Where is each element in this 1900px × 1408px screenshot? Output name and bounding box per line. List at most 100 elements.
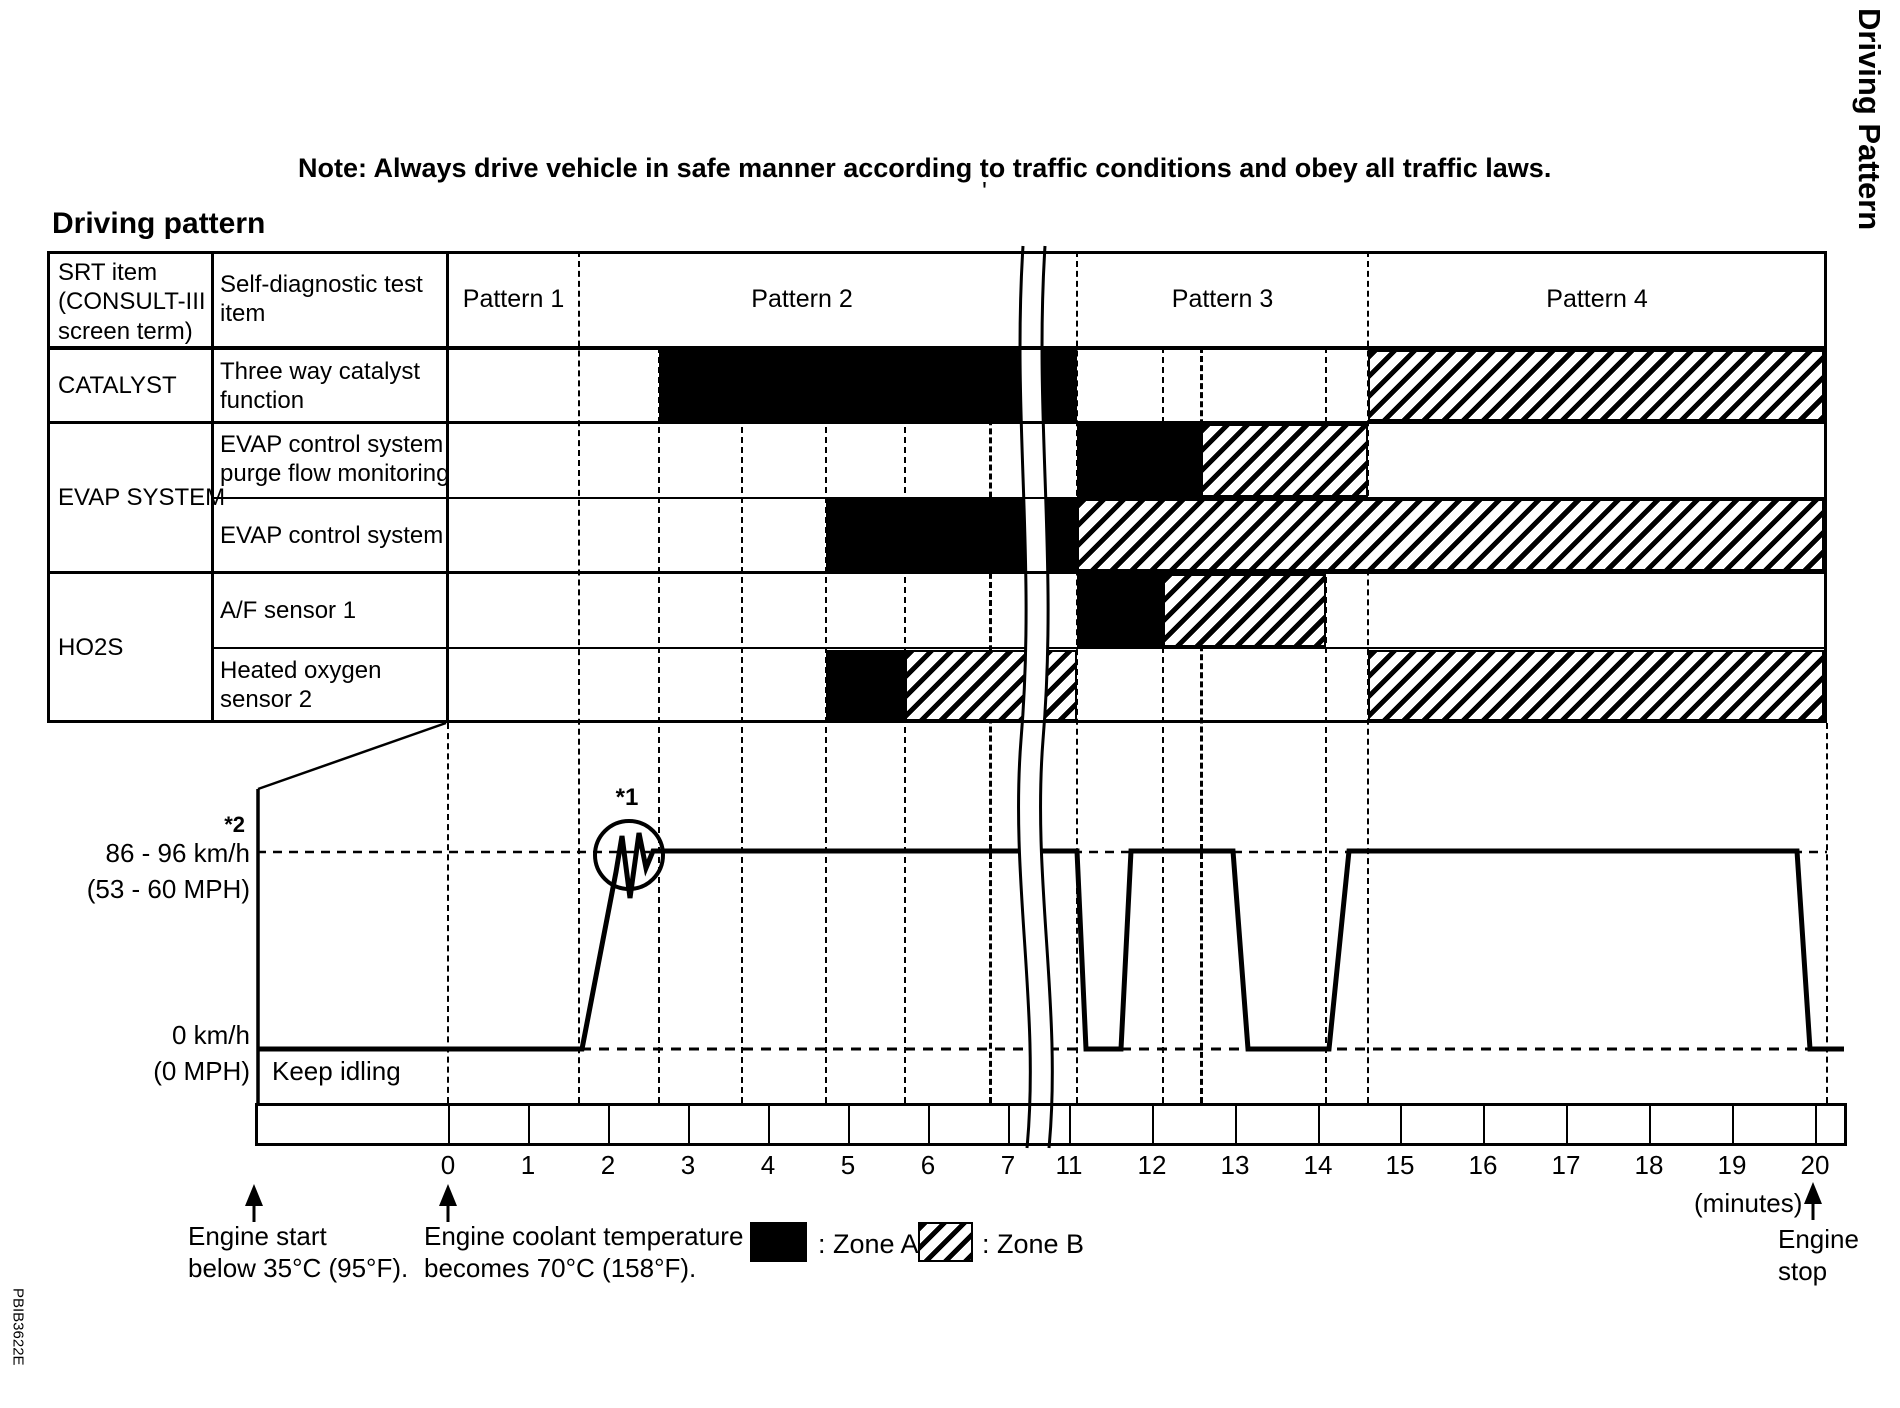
zone-b-bar <box>1077 499 1824 571</box>
doc-code: PBIB3622E <box>9 1288 27 1366</box>
zone-a-swatch <box>750 1222 807 1262</box>
vehicle-speed-trace <box>257 832 1844 1052</box>
zone-b-label: : Zone B <box>982 1229 1085 1259</box>
ruler-minute-line <box>1069 1106 1071 1143</box>
speed-high-mph-label: (53 - 60 MPH) <box>86 874 250 904</box>
row-divider-evap-sub <box>212 497 1825 499</box>
grid-dashed-line <box>825 347 827 1103</box>
table-header-divider <box>47 346 1827 350</box>
ruler-minute-line <box>1152 1106 1154 1143</box>
grid-dashed-line <box>1200 347 1203 1103</box>
axis-tick-label: 1 <box>520 1150 536 1180</box>
test-evap-control: EVAP control system <box>220 522 444 549</box>
pattern-2-header: Pattern 2 <box>751 285 853 313</box>
axis-tick-label: 19 <box>1717 1150 1747 1180</box>
axis-tick-label: 18 <box>1634 1150 1664 1180</box>
stray-mark: ' <box>982 176 987 206</box>
zone-b-bar <box>1368 350 1824 421</box>
grid-dashed-line <box>1325 347 1327 1103</box>
test-af-sensor-1: A/F sensor 1 <box>220 597 357 624</box>
zone-a-label: : Zone A <box>818 1229 919 1259</box>
engine-stop-note: Engine stop <box>1778 1224 1859 1286</box>
row-divider-catalyst-evap <box>47 421 1827 424</box>
ruler-minute-line <box>1008 1106 1010 1143</box>
axis-tick-label: 13 <box>1220 1150 1250 1180</box>
grid-dashed-line <box>1826 723 1828 1103</box>
grid-dashed-line <box>1162 347 1164 1103</box>
test-heated-o2-sensor-2: Heated oxygen sensor 2 <box>220 657 382 714</box>
axis-tick-label: 0 <box>440 1150 456 1180</box>
header-srt-item: SRT item (CONSULT-III screen term) <box>58 259 206 345</box>
table-border-top <box>47 251 1827 254</box>
speed-high-label: 86 - 96 km/h <box>105 838 250 868</box>
srt-ho2s: HO2S <box>58 634 124 661</box>
ruler-minute-line <box>848 1106 850 1143</box>
axis-tick-label: 2 <box>600 1150 616 1180</box>
srt-catalyst: CATALYST <box>58 372 177 399</box>
row-divider-evap-ho2s <box>47 571 1827 574</box>
grid-dashed-line <box>1076 251 1078 1103</box>
grid-dashed-line <box>578 251 580 1103</box>
ruler-minute-line <box>768 1106 770 1143</box>
axis-tick-label: 4 <box>760 1150 776 1180</box>
test-evap-purge: EVAP control system purge flow monitorin… <box>220 431 450 488</box>
table-border-right <box>1824 251 1827 723</box>
zone-b-bar <box>1368 650 1824 721</box>
time-ruler <box>255 1103 1847 1146</box>
grid-dashed-line <box>989 347 992 1103</box>
ruler-minute-line <box>1483 1106 1485 1143</box>
axis-tick-label: 7 <box>1000 1150 1016 1180</box>
axis-tick-label: 16 <box>1468 1150 1498 1180</box>
grid-dashed-line <box>447 723 449 1103</box>
ruler-minute-line <box>1235 1106 1237 1143</box>
axis-tick-label: 17 <box>1551 1150 1581 1180</box>
zone-b-bar <box>905 650 1077 721</box>
side-title: Driving Pattern <box>1851 8 1887 231</box>
engine-start-arrow <box>245 1184 263 1222</box>
footnote-1-marker: *1 <box>615 784 639 811</box>
speed-low-label: 0 km/h <box>171 1020 250 1050</box>
page-title: Driving pattern <box>52 207 266 240</box>
engine-stop-arrow <box>1804 1182 1822 1220</box>
grid-dashed-line <box>741 347 743 1103</box>
keep-idling-label: Keep idling <box>272 1056 401 1086</box>
axis-tick-label: 15 <box>1385 1150 1415 1180</box>
axis-tick-label: 6 <box>920 1150 936 1180</box>
pattern-4-header: Pattern 4 <box>1546 285 1648 313</box>
zone-a-bar <box>1077 424 1201 497</box>
ruler-minute-line <box>1566 1106 1568 1143</box>
ruler-minute-line <box>1815 1106 1817 1143</box>
minutes-unit-label: (minutes) <box>1694 1188 1803 1218</box>
zone-b-swatch <box>918 1222 973 1262</box>
axis-tick-label: 14 <box>1303 1150 1333 1180</box>
pattern-1-header: Pattern 1 <box>462 285 565 313</box>
axis-tick-label: 11 <box>1055 1150 1083 1180</box>
ruler-minute-line <box>1318 1106 1320 1143</box>
pattern-3-header: Pattern 3 <box>1171 285 1274 313</box>
engine-coolant-note: Engine coolant temperature becomes 70°C … <box>424 1221 744 1283</box>
table-border-left <box>47 251 50 723</box>
ruler-minute-line <box>688 1106 690 1143</box>
speed-low-mph-label: (0 MPH) <box>153 1056 250 1086</box>
row-divider-ho2s-sub <box>212 647 1825 649</box>
grid-dashed-line <box>904 347 906 1103</box>
zone-b-bar <box>1163 574 1326 647</box>
test-three-way-catalyst: Three way catalyst function <box>220 358 421 415</box>
ruler-minute-line <box>1400 1106 1402 1143</box>
speed-fluctuation-circle <box>593 819 665 891</box>
footnote-2-marker: *2 <box>224 812 245 837</box>
ruler-minute-line <box>448 1106 450 1143</box>
grid-dashed-line <box>658 347 660 1103</box>
ruler-minute-line <box>1732 1106 1734 1143</box>
axis-tick-label: 3 <box>680 1150 696 1180</box>
srt-evap-system: EVAP SYSTEM <box>58 484 226 511</box>
ruler-minute-line <box>928 1106 930 1143</box>
zone-a-bar <box>826 499 1077 571</box>
engine-start-note: Engine start below 35°C (95°F). <box>188 1221 409 1283</box>
coolant-temp-arrow <box>439 1184 457 1222</box>
ruler-minute-line <box>1649 1106 1651 1143</box>
axis-tick-label: 20 <box>1800 1150 1830 1180</box>
zone-a-bar <box>659 350 1077 421</box>
ruler-minute-line <box>528 1106 530 1143</box>
